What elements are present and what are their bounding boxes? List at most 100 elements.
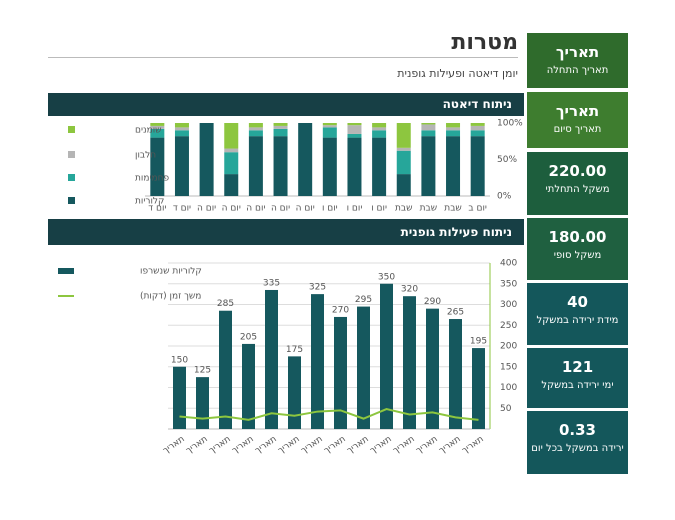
bar — [426, 308, 439, 429]
bar-segment — [470, 136, 485, 196]
data-label: 175 — [286, 345, 303, 355]
bar-segment — [470, 123, 485, 126]
y-tick-label: 100% — [497, 119, 523, 129]
legend-swatch — [58, 268, 74, 274]
legend-label: חלבון — [135, 151, 156, 161]
section-header: ניתוח דיאטה — [48, 93, 524, 116]
bar-segment — [248, 127, 263, 131]
bar-segment — [322, 125, 337, 128]
bar-segment — [347, 123, 362, 126]
bar-segment — [174, 123, 189, 128]
bar-segment — [150, 125, 165, 129]
section-header: ניתוח פעילות גופנית — [48, 219, 524, 245]
y-tick-label: 50% — [497, 155, 517, 165]
bar-segment — [446, 136, 461, 196]
bar — [403, 296, 416, 429]
bar-segment — [396, 147, 411, 151]
kpi-value: 220.00 — [548, 162, 607, 180]
bar-segment — [174, 130, 189, 137]
x-tick-label: תאריך — [322, 434, 347, 456]
bar-segment — [396, 174, 411, 196]
bar-segment — [421, 124, 436, 131]
kpi-value: תאריך — [555, 102, 600, 120]
bar-segment — [347, 125, 362, 134]
data-label: 195 — [470, 337, 487, 347]
kpi-value: 0.33 — [558, 421, 596, 439]
line-series — [179, 408, 479, 421]
bar-segment — [322, 127, 337, 138]
kpi-tile: 121 ימי ירידה במשקל — [527, 348, 628, 408]
data-label: 270 — [332, 305, 349, 315]
y-tick-label: 350 — [500, 279, 517, 289]
kpi-value: 180.00 — [548, 228, 607, 246]
legend-swatch — [68, 151, 75, 158]
kpi-label: מידת ירידה במשקל — [536, 315, 619, 326]
bar — [196, 377, 209, 429]
bar-segment — [273, 125, 288, 129]
bar — [334, 316, 347, 429]
kpi-value: תאריך — [555, 43, 600, 61]
kpi-tile: 180.00 משקל סופי — [527, 218, 628, 280]
bar-segment — [372, 123, 387, 128]
x-tick-label: תאריך — [276, 434, 301, 456]
x-tick-label: תאריך — [207, 434, 232, 456]
bar-segment — [248, 123, 263, 128]
bar-segment — [224, 174, 239, 196]
x-tick-label: יום ד — [173, 204, 191, 214]
divider — [48, 57, 518, 58]
x-tick-label: יום ו — [347, 204, 363, 214]
kpi-label: משקל התחלתי — [545, 184, 610, 195]
legend-label: קלוריות — [135, 197, 164, 207]
bar-segment — [150, 137, 165, 196]
data-label: 295 — [355, 295, 372, 305]
x-tick-label: תאריך — [253, 434, 278, 456]
y-tick-label: 200 — [500, 342, 517, 352]
bar-segment — [174, 127, 189, 131]
bar — [173, 366, 186, 429]
x-tick-label: יום ה — [271, 204, 290, 214]
bar-segment — [372, 137, 387, 196]
bar-segment — [273, 123, 288, 126]
x-tick-label: יום ה — [197, 204, 216, 214]
y-tick-label: 250 — [500, 321, 517, 331]
bar-segment — [396, 150, 411, 175]
bar-segment — [470, 130, 485, 137]
kpi-value: 40 — [567, 293, 588, 311]
data-label: 285 — [217, 299, 234, 309]
legend-swatch — [68, 174, 75, 181]
bar-segment — [322, 137, 337, 196]
y-tick-label: 150 — [500, 362, 517, 372]
x-tick-label: תאריך — [391, 434, 416, 456]
data-label: 350 — [378, 272, 395, 282]
bar — [219, 310, 232, 429]
legend-label: פחמימות — [135, 174, 169, 184]
legend-label: קלוריות שנשרפו — [140, 267, 202, 277]
y-tick-label: 50 — [500, 404, 512, 414]
y-tick-label: 0% — [497, 192, 512, 202]
bar-segment — [199, 123, 214, 196]
bar-segment — [421, 136, 436, 196]
data-label: 265 — [447, 308, 464, 318]
bar-segment — [150, 128, 165, 138]
bar-segment — [372, 127, 387, 131]
page-title: מטרות — [451, 30, 518, 55]
bar — [311, 294, 324, 429]
x-tick-label: תאריך — [368, 434, 393, 456]
legend-label: משך זמן (דקות) — [140, 292, 201, 302]
data-label: 125 — [194, 366, 211, 376]
x-tick-label: תאריך — [230, 434, 255, 456]
bar-segment — [372, 130, 387, 138]
bar-segment — [446, 123, 461, 128]
data-label: 320 — [401, 285, 418, 295]
bar-segment — [347, 137, 362, 196]
bar-segment — [273, 128, 288, 137]
bar — [288, 356, 301, 429]
x-tick-label: תאריך — [414, 434, 439, 456]
bar-segment — [421, 123, 436, 125]
x-tick-label: יום ו — [371, 204, 387, 214]
x-tick-label: תאריך — [345, 434, 370, 456]
y-tick-label: 300 — [500, 300, 517, 310]
data-label: 150 — [171, 355, 188, 365]
